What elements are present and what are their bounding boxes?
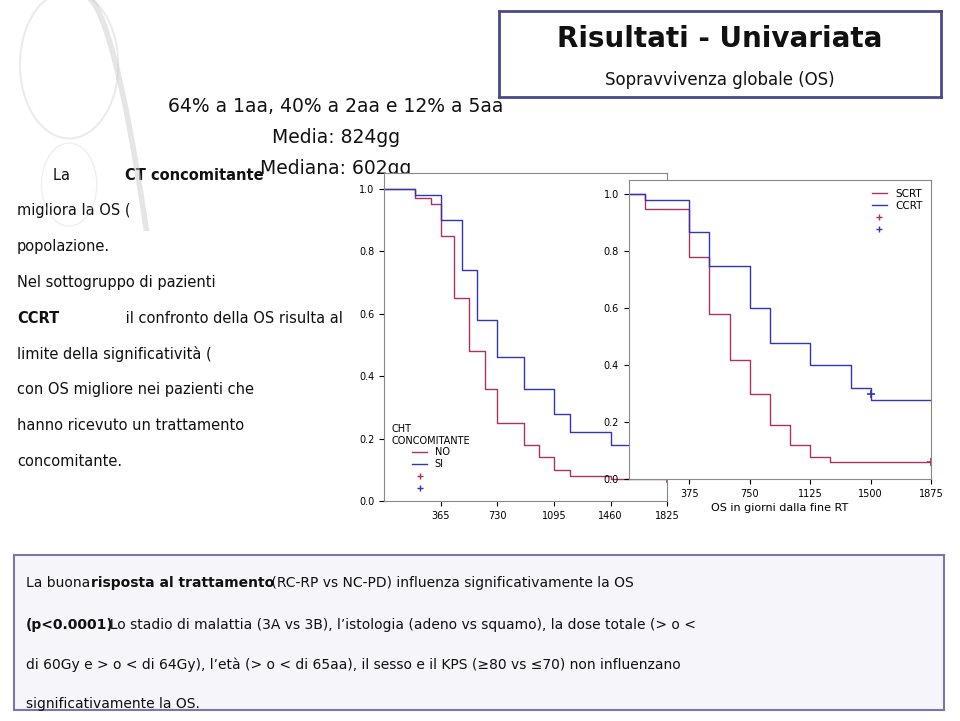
Text: il confronto della OS risulta al: il confronto della OS risulta al bbox=[121, 311, 343, 326]
Text: p=0.04: p=0.04 bbox=[396, 203, 456, 218]
Text: La: La bbox=[54, 168, 75, 182]
Text: significativamente la OS.: significativamente la OS. bbox=[26, 697, 200, 711]
Legend: NO, SI, , : NO, SI, , bbox=[389, 421, 473, 496]
Legend: SCRT, CCRT, , : SCRT, CCRT, , bbox=[869, 185, 926, 238]
Text: ) dell’intera: ) dell’intera bbox=[553, 203, 637, 218]
X-axis label: OS in giorni dalla fine RT: OS in giorni dalla fine RT bbox=[711, 503, 849, 513]
Text: CCRT: CCRT bbox=[17, 311, 60, 326]
Text: Risultati - Univariata: Risultati - Univariata bbox=[558, 25, 882, 53]
Text: (p<0.0001): (p<0.0001) bbox=[26, 618, 113, 632]
Text: risposta al trattamento: risposta al trattamento bbox=[90, 576, 274, 590]
Text: . Lo stadio di malattia (3A vs 3B), l’istologia (adeno vs squamo), la dose total: . Lo stadio di malattia (3A vs 3B), l’is… bbox=[101, 618, 696, 632]
Text: Media: 824gg: Media: 824gg bbox=[272, 128, 400, 147]
Text: migliora la OS (: migliora la OS ( bbox=[17, 203, 131, 218]
Text: ): ) bbox=[886, 346, 891, 361]
Text: p=0.07: p=0.07 bbox=[730, 346, 788, 361]
Text: La buona: La buona bbox=[26, 576, 94, 590]
Text: Sopravvivenza globale (OS): Sopravvivenza globale (OS) bbox=[605, 71, 835, 89]
Text: Mediana: 602gg: Mediana: 602gg bbox=[260, 159, 412, 178]
Text: SCRT vs: SCRT vs bbox=[682, 275, 747, 290]
Text: concomitante.: concomitante. bbox=[17, 454, 122, 469]
Text: hanno ricevuto un trattamento: hanno ricevuto un trattamento bbox=[17, 418, 244, 433]
Text: Nel sottogruppo di pazienti: Nel sottogruppo di pazienti bbox=[17, 275, 220, 290]
Text: CT concomitante: CT concomitante bbox=[125, 168, 263, 182]
Text: 64% a 1aa, 40% a 2aa e 12% a 5aa: 64% a 1aa, 40% a 2aa e 12% a 5aa bbox=[168, 97, 504, 116]
Text: popolazione.: popolazione. bbox=[17, 239, 110, 255]
Text: di 60Gy e > o < di 64Gy), l’età (> o < di 65aa), il sesso e il KPS (≥80 vs ≤70) : di 60Gy e > o < di 64Gy), l’età (> o < d… bbox=[26, 658, 681, 672]
Text: (RC-RP vs NC-PD) influenza significativamente la OS: (RC-RP vs NC-PD) influenza significativa… bbox=[267, 576, 634, 590]
Text: con OS migliore nei pazienti che: con OS migliore nei pazienti che bbox=[17, 382, 253, 397]
Text: limite della significatività (: limite della significatività ( bbox=[17, 346, 211, 363]
